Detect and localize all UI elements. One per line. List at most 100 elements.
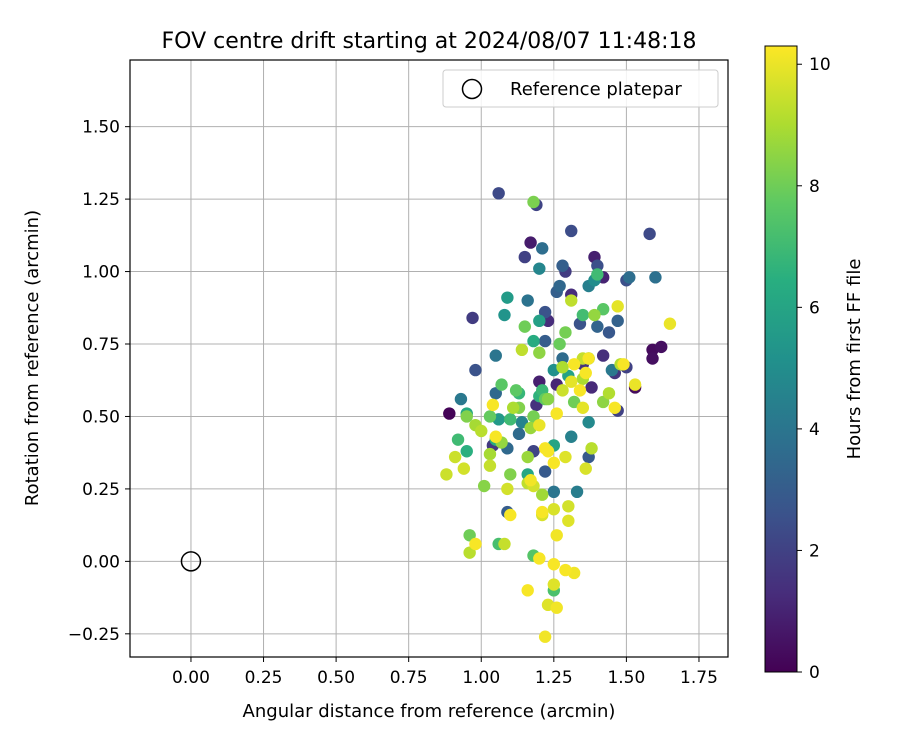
data-point — [550, 529, 563, 542]
data-point — [475, 424, 488, 438]
data-point — [521, 294, 534, 307]
data-point — [596, 395, 610, 409]
data-point — [518, 250, 531, 264]
data-point — [553, 279, 566, 293]
data-point — [460, 410, 473, 423]
data-point — [541, 445, 555, 458]
data-point — [533, 346, 546, 359]
data-point — [646, 352, 659, 365]
data-point — [443, 407, 456, 420]
data-point — [469, 537, 482, 551]
data-point — [596, 349, 610, 362]
grid-lines — [130, 60, 728, 657]
data-point — [576, 401, 590, 414]
axis-ticks: 0.00 0.25 0.50 0.75 1.00 1.25 1.50 1.75 −0.25 0.0… — [68, 118, 718, 688]
data-point — [454, 392, 468, 406]
data-point — [602, 387, 616, 400]
data-point — [559, 450, 572, 464]
data-point — [489, 430, 502, 443]
data-point — [466, 311, 479, 325]
colorbar-tick-label: 4 — [809, 420, 820, 440]
data-point — [477, 479, 491, 493]
data-point — [504, 508, 517, 522]
data-point — [573, 384, 587, 397]
data-point — [536, 242, 549, 255]
data-point — [611, 300, 624, 313]
data-point — [565, 224, 578, 238]
data-point — [495, 378, 508, 391]
data-point — [608, 401, 621, 414]
colorbar-tick-label: 6 — [809, 298, 820, 318]
data-point — [536, 488, 549, 501]
data-point — [509, 384, 523, 397]
data-point — [591, 268, 604, 281]
data-point — [451, 433, 465, 446]
x-tick-label: 1.50 — [607, 668, 645, 688]
y-axis-label: Rotation from reference (arcmin) — [22, 210, 43, 506]
data-point — [498, 537, 511, 551]
x-axis-label: Angular distance from reference (arcmin) — [243, 701, 616, 722]
data-point — [559, 563, 572, 577]
data-point — [582, 416, 595, 429]
data-point — [649, 271, 662, 284]
x-tick-label: 0.25 — [245, 668, 283, 688]
data-point — [663, 317, 677, 330]
colorbar-tick-label: 0 — [809, 663, 820, 683]
colorbar: 0 2 4 6 8 10 Hours from first FF file — [764, 45, 865, 683]
y-tick-label: −0.25 — [68, 625, 120, 645]
y-tick-label: 0.50 — [82, 407, 120, 427]
data-point — [605, 363, 619, 377]
data-point — [486, 398, 500, 412]
data-point — [483, 447, 497, 461]
y-tick-label: 0.75 — [82, 335, 120, 355]
colorbar-ticks: 0 2 4 6 8 10 — [797, 55, 831, 683]
y-tick-label: 0.00 — [82, 552, 120, 572]
data-point — [533, 314, 546, 328]
data-point — [579, 462, 592, 475]
data-point — [556, 259, 569, 272]
data-point — [440, 468, 453, 481]
data-point — [457, 462, 471, 475]
data-point — [565, 294, 578, 307]
data-point — [547, 456, 561, 470]
data-point — [506, 401, 520, 414]
data-point — [504, 468, 517, 481]
data-point — [524, 474, 537, 487]
data-point — [643, 227, 656, 241]
data-point — [483, 410, 497, 423]
data-point — [524, 236, 537, 249]
data-point — [448, 450, 462, 464]
data-point — [617, 358, 630, 371]
data-point — [527, 334, 540, 348]
colorbar-gradient — [764, 45, 798, 673]
y-tick-label: 1.00 — [82, 263, 120, 283]
data-point — [538, 465, 552, 478]
data-points — [440, 187, 677, 643]
data-point — [559, 326, 572, 339]
x-tick-label: 1.25 — [535, 668, 573, 688]
reference-platepar-marker — [180, 551, 202, 572]
x-tick-label: 0.00 — [172, 668, 210, 688]
data-point — [565, 375, 578, 388]
x-tick-label: 1.75 — [680, 668, 718, 688]
data-point — [596, 303, 610, 316]
plot-area-frame — [129, 59, 729, 658]
x-tick-label: 0.50 — [317, 668, 355, 688]
data-point — [570, 485, 584, 499]
x-tick-label: 0.75 — [390, 668, 428, 688]
data-point — [567, 358, 581, 371]
data-point — [547, 558, 561, 571]
data-point — [527, 195, 540, 209]
data-point — [533, 418, 546, 432]
data-point — [567, 395, 581, 409]
data-point — [623, 271, 636, 284]
data-point — [550, 407, 563, 420]
data-point — [501, 291, 514, 304]
data-point — [556, 360, 569, 374]
data-point — [562, 514, 575, 527]
data-point — [541, 392, 555, 406]
data-point — [585, 381, 598, 394]
data-point — [579, 366, 592, 380]
legend: Reference platepar — [442, 69, 719, 108]
colorbar-tick-label: 10 — [809, 55, 831, 75]
